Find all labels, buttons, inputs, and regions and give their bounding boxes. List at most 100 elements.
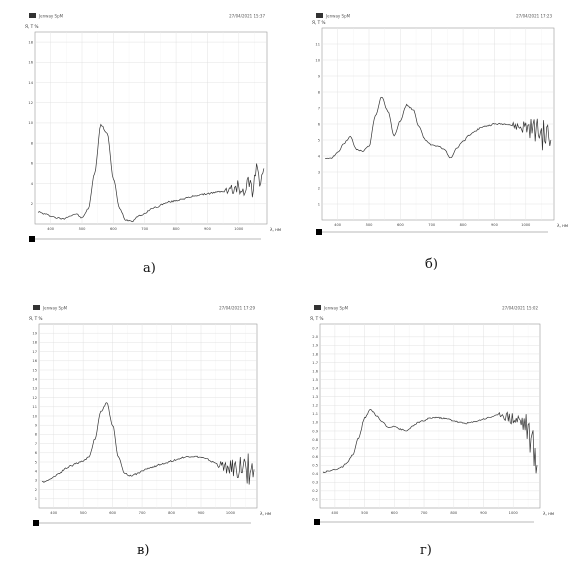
y-tick-label: 4 xyxy=(31,182,34,186)
x-tick-label: 700 xyxy=(139,511,147,515)
x-tick-label: 400 xyxy=(334,223,342,227)
x-axis-label: λ, нм xyxy=(270,227,281,232)
y-tick-label: 0.3 xyxy=(312,481,318,485)
y-tick-label: 4 xyxy=(318,154,321,158)
timestamp: 27/04/2021 15:37 xyxy=(229,14,265,19)
y-tick-label: 11 xyxy=(32,405,37,409)
x-tick-label: 900 xyxy=(480,511,488,515)
software-name: Jenway SpM xyxy=(325,14,351,19)
x-tick-label: 500 xyxy=(79,227,87,231)
chart-v: Jenway SpM 27/04/2021 17:29 Я, Т % 400 500 60… xyxy=(29,305,271,526)
y-tick-label: 2 xyxy=(35,488,37,492)
x-tick-label: 1000 xyxy=(226,511,236,515)
y-tick-label: 1.7 xyxy=(312,361,318,365)
y-tick-label: 0.2 xyxy=(312,489,318,493)
x-tick-label: 600 xyxy=(109,511,117,515)
y-axis-label: Я, Т % xyxy=(312,20,325,25)
y-tick-label: 0.1 xyxy=(312,498,318,502)
timestamp: 27/04/2021 15:02 xyxy=(502,306,538,311)
y-axis-label: Я, Т % xyxy=(25,24,38,29)
x-tick-label: 500 xyxy=(366,223,374,227)
y-tick-label: 14 xyxy=(32,378,37,382)
x-tick-label: 1000 xyxy=(234,227,244,231)
x-axis-label: λ, нм xyxy=(543,511,554,516)
x-tick-label: 600 xyxy=(110,227,118,231)
app-logo-icon xyxy=(314,305,321,310)
chart-b: Jenway SpM 27/04/2021 17:23 Я, Т % 400 500 60… xyxy=(312,13,568,235)
y-tick-label: 16 xyxy=(28,61,33,65)
x-tick-label: 700 xyxy=(141,227,149,231)
y-tick-label: 9 xyxy=(318,74,321,78)
x-tick-label: 800 xyxy=(173,227,181,231)
y-tick-label: 0.4 xyxy=(312,472,318,476)
figure-v: Jenway SpM 27/04/2021 17:29 Я, Т % 400 500 60… xyxy=(25,302,280,572)
caption-v: в) xyxy=(137,543,150,558)
y-tick-label: 0.8 xyxy=(312,438,318,442)
x-tick-label: 800 xyxy=(460,223,468,227)
y-tick-label: 2.0 xyxy=(312,335,318,339)
y-tick-label: 5 xyxy=(35,460,37,464)
y-tick-label: 0.5 xyxy=(312,464,318,468)
x-tick-label: 500 xyxy=(80,511,88,515)
chart-a: Jenway SpM 27/04/2021 15:37 Я, Т % 400 500 60… xyxy=(25,13,281,242)
x-tick-label: 400 xyxy=(47,227,55,231)
y-tick-label: 12 xyxy=(28,101,33,105)
y-tick-label: 18 xyxy=(32,341,37,345)
y-tick-label: 1.4 xyxy=(312,386,318,390)
y-tick-label: 0.6 xyxy=(312,455,318,459)
x-axis-label: λ, нм xyxy=(557,223,568,228)
x-tick-label: 400 xyxy=(331,511,339,515)
x-tick-label: 800 xyxy=(168,511,176,515)
software-name: Jenway SpM xyxy=(42,306,68,311)
y-tick-label: 19 xyxy=(32,332,37,336)
y-tick-label: 1.9 xyxy=(312,344,318,348)
y-tick-label: 1.2 xyxy=(312,404,318,408)
figure-g: Jenway SpM 27/04/2021 15:02 Я, Т % 400 500 60… xyxy=(298,302,554,572)
y-tick-label: 10 xyxy=(28,121,33,125)
x-tick-label: 700 xyxy=(421,511,429,515)
spectrum-series-line xyxy=(322,409,538,474)
x-tick-label: 400 xyxy=(50,511,58,515)
x-tick-label: 800 xyxy=(450,511,458,515)
y-tick-label: 1.8 xyxy=(312,352,318,356)
caption-b: б) xyxy=(425,257,438,272)
y-tick-label: 3 xyxy=(35,479,37,483)
figure-b: Jenway SpM 27/04/2021 17:23 Я, Т % 400 500 60… xyxy=(310,10,568,280)
y-tick-label: 6 xyxy=(318,122,321,126)
y-tick-label: 6 xyxy=(31,162,34,166)
spectrum-series-line xyxy=(325,96,552,159)
y-tick-label: 1 xyxy=(318,202,320,206)
y-tick-label: 12 xyxy=(32,396,37,400)
y-axis-label: Я, Т % xyxy=(310,316,323,321)
x-tick-label: 700 xyxy=(428,223,436,227)
y-tick-label: 18 xyxy=(28,40,33,44)
software-name: Jenway SpM xyxy=(38,14,64,19)
y-tick-label: 16 xyxy=(32,359,37,363)
y-tick-label: 0.7 xyxy=(312,446,318,450)
y-tick-label: 2 xyxy=(318,186,320,190)
app-logo-icon xyxy=(33,305,40,310)
y-tick-label: 7 xyxy=(35,442,37,446)
y-tick-label: 1.5 xyxy=(312,378,318,382)
plot-frame xyxy=(319,323,541,509)
y-tick-label: 8 xyxy=(31,141,34,145)
x-tick-label: 500 xyxy=(361,511,369,515)
scroll-thumb xyxy=(316,229,322,235)
y-tick-label: 6 xyxy=(35,451,38,455)
y-tick-label: 10 xyxy=(32,414,37,418)
y-tick-label: 4 xyxy=(35,470,38,474)
scroll-thumb xyxy=(314,519,320,525)
scroll-thumb xyxy=(33,520,39,526)
chart-g: Jenway SpM 27/04/2021 15:02 Я, Т % 400 500 60… xyxy=(310,305,554,525)
x-tick-label: 900 xyxy=(204,227,212,231)
y-tick-label: 8 xyxy=(35,433,38,437)
x-tick-label: 1000 xyxy=(509,511,519,515)
x-axis-label: λ, нм xyxy=(260,511,271,516)
y-tick-label: 11 xyxy=(315,42,320,46)
plot-frame xyxy=(34,31,268,225)
y-tick-label: 7 xyxy=(318,106,320,110)
y-tick-label: 0.9 xyxy=(312,429,318,433)
y-tick-label: 17 xyxy=(32,350,37,354)
x-tick-label: 600 xyxy=(397,223,405,227)
y-tick-label: 1 xyxy=(35,497,37,501)
